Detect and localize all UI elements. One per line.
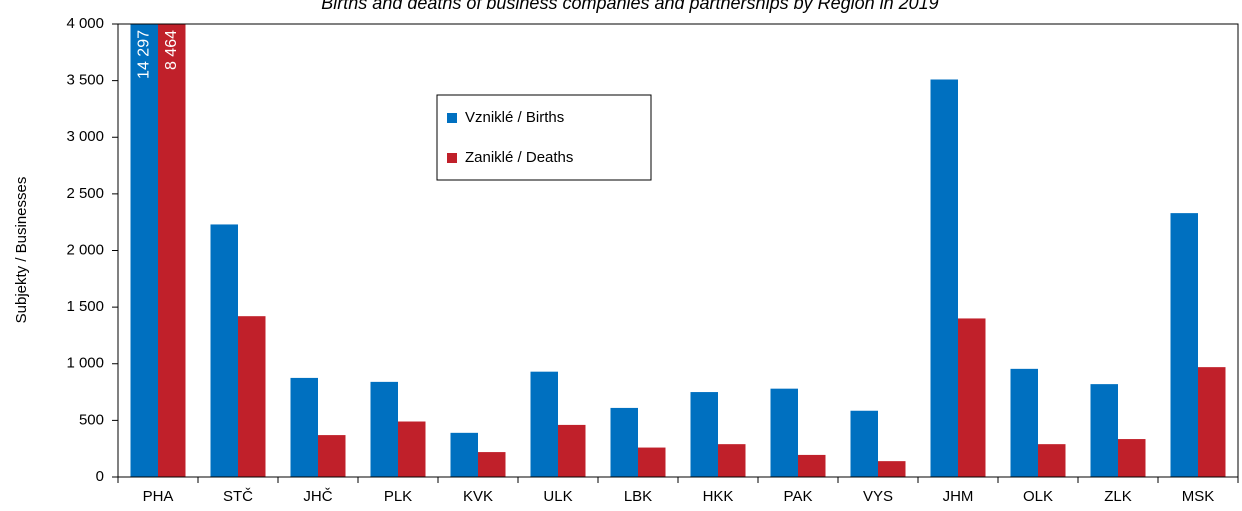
x-tick-label: ULK [543, 488, 572, 505]
x-tick-label: HKK [703, 488, 734, 505]
y-tick-label: 1 000 [66, 355, 104, 372]
legend-label: Vzniklé / Births [465, 109, 564, 126]
legend-label: Zaniklé / Deaths [465, 149, 573, 166]
y-tick-label: 2 500 [66, 185, 104, 202]
bar [1090, 384, 1118, 477]
y-tick-label: 3 000 [66, 128, 104, 145]
y-tick-label: 3 500 [66, 72, 104, 89]
y-tick-label: 4 000 [66, 15, 104, 32]
bar [130, 24, 158, 477]
bar [450, 432, 478, 477]
legend-swatch [447, 113, 457, 123]
y-tick-label: 0 [96, 468, 104, 485]
x-tick-label: JHČ [303, 488, 332, 505]
chart-title: Births and deaths of business companies … [321, 0, 938, 13]
bar [610, 407, 638, 477]
value-label: 14 297 [135, 30, 152, 79]
bar [930, 79, 958, 477]
bar [718, 444, 746, 477]
y-tick-label: 1 500 [66, 298, 104, 315]
legend-swatch [447, 153, 457, 163]
bar [158, 24, 186, 477]
bar [1170, 213, 1198, 477]
x-tick-label: MSK [1182, 488, 1215, 505]
x-tick-label: STČ [223, 488, 253, 505]
bar [1118, 439, 1146, 477]
x-tick-label: OLK [1023, 488, 1053, 505]
plot-frame [117, 23, 1239, 478]
legend-box [436, 94, 652, 181]
plot-area [130, 24, 1226, 477]
x-tick-label: PLK [384, 488, 412, 505]
bar [1010, 368, 1038, 477]
bar [1198, 367, 1226, 477]
x-tick-label: PAK [784, 488, 813, 505]
value-label: 8 464 [163, 30, 180, 70]
x-tick-label: VYS [863, 488, 893, 505]
bar [958, 318, 986, 477]
bar [638, 447, 666, 477]
bar [478, 452, 506, 477]
x-tick-label: JHM [943, 488, 974, 505]
y-tick-label: 2 000 [66, 241, 104, 258]
x-tick-label: KVK [463, 488, 493, 505]
x-tick-label: LBK [624, 488, 652, 505]
bar [398, 421, 426, 477]
y-axis-label: Subjekty / Businesses [13, 177, 30, 324]
bar [290, 377, 318, 477]
bar [370, 381, 398, 477]
bar [878, 461, 906, 477]
bar [558, 424, 586, 477]
bar [318, 435, 346, 477]
x-tick-label: PHA [143, 488, 174, 505]
bar [1038, 444, 1066, 477]
x-tick-label: ZLK [1104, 488, 1132, 505]
bar [798, 454, 826, 477]
foreground: 0 500 1 000 1 500 2 000 2 500 3 000 3 500 4 000 1… [66, 15, 1239, 505]
bar [238, 316, 266, 477]
bar [210, 224, 238, 477]
bar [530, 371, 558, 477]
bar [690, 392, 718, 477]
bar [850, 410, 878, 477]
y-tick-label: 500 [79, 411, 104, 428]
bar [770, 388, 798, 477]
